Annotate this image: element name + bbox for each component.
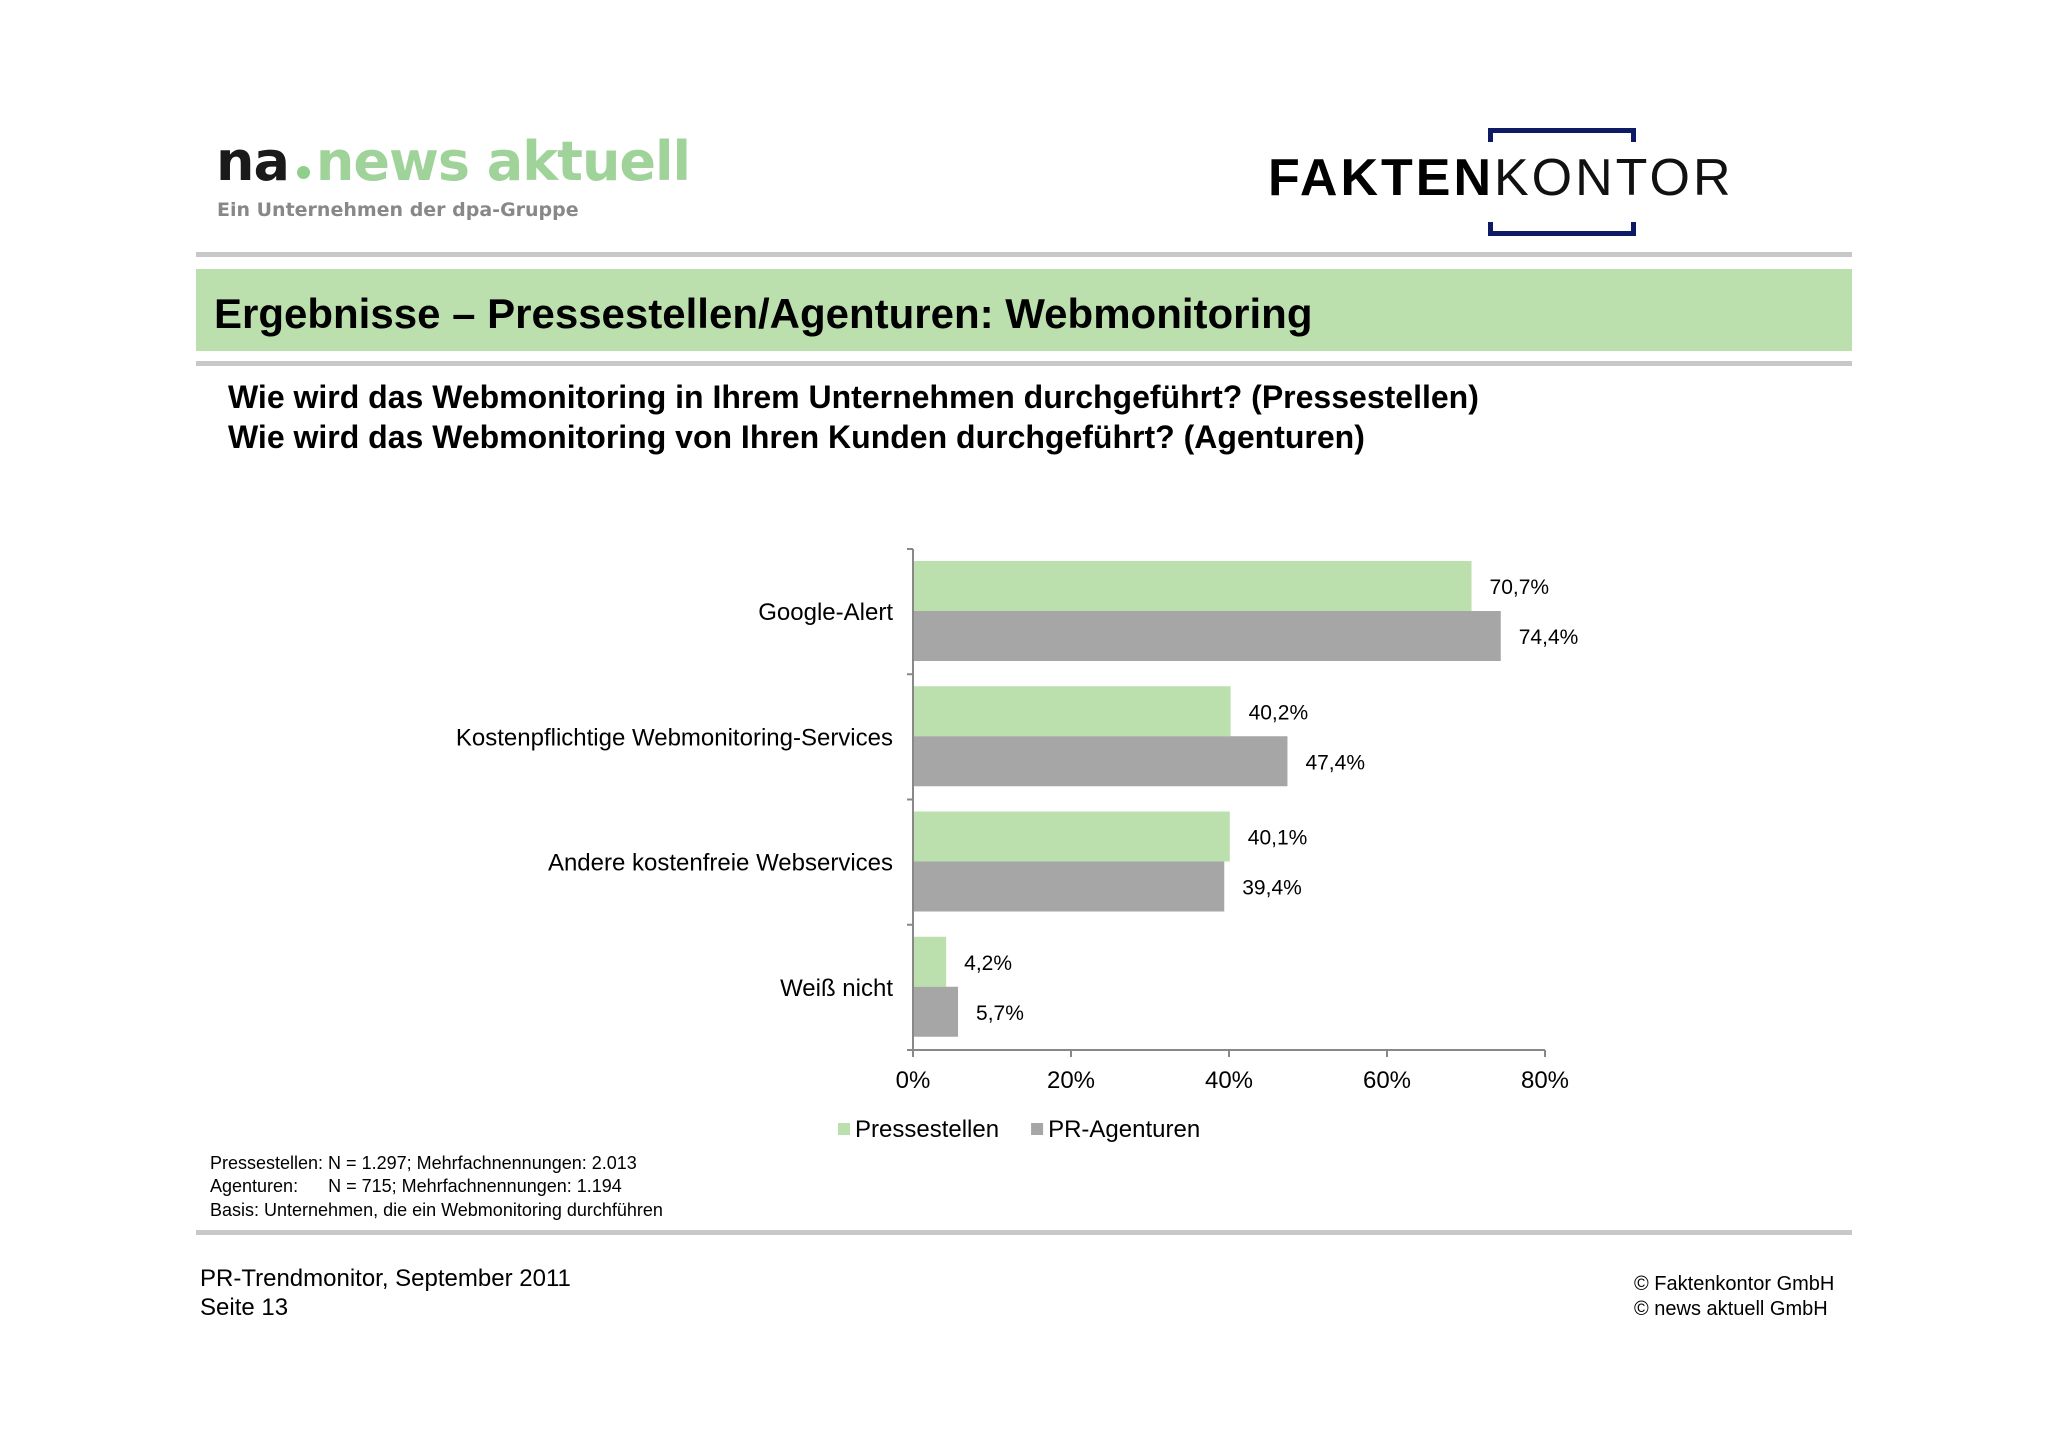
legend-swatch-1 bbox=[1031, 1123, 1044, 1135]
footer-copyright-faktenkontor: © Faktenkontor GmbH bbox=[1634, 1273, 1835, 1295]
logo-tagline: Ein Unternehmen der dpa-Gruppe bbox=[217, 199, 579, 221]
logo-na-name: news aktuell bbox=[315, 130, 691, 193]
legend-label-0: Pressestellen bbox=[855, 1116, 999, 1143]
data-label-1-0: 74,4% bbox=[1519, 626, 1579, 649]
bar-1-0 bbox=[913, 611, 1501, 661]
data-label-0-2: 40,1% bbox=[1248, 827, 1308, 850]
x-tick-label-3: 60% bbox=[1363, 1067, 1411, 1094]
bar-0-1 bbox=[913, 686, 1231, 737]
bar-1-3 bbox=[913, 986, 959, 1037]
category-label-1: Kostenpflichtige Webmonitoring-Services bbox=[456, 724, 893, 751]
title-rule bbox=[196, 361, 1852, 366]
slide-title: Ergebnisse – Pressestellen/Agenturen: We… bbox=[214, 290, 1313, 337]
note-basis: Basis: Unternehmen, die ein Webmonitorin… bbox=[210, 1200, 663, 1220]
logo-bracket-bottom bbox=[1488, 222, 1636, 236]
question-pressestellen: Wie wird das Webmonitoring in Ihrem Unte… bbox=[228, 379, 1479, 415]
x-tick-label-1: 20% bbox=[1047, 1067, 1095, 1094]
footer-source: PR-Trendmonitor, September 2011 bbox=[200, 1265, 571, 1292]
data-label-1-2: 39,4% bbox=[1242, 877, 1302, 900]
category-label-0: Google-Alert bbox=[758, 599, 893, 626]
faktenkontor-logo: FAKTENKONTOR bbox=[1268, 126, 1814, 238]
data-label-1-1: 47,4% bbox=[1305, 751, 1365, 774]
data-label-0-1: 40,2% bbox=[1249, 701, 1309, 724]
question-agenturen: Wie wird das Webmonitoring von Ihren Kun… bbox=[228, 419, 1365, 455]
bar-0-3 bbox=[913, 936, 947, 987]
logo-fk-light: KONTOR bbox=[1494, 149, 1734, 207]
note-pressestellen: Pressestellen: N = 1.297; Mehrfachnennun… bbox=[210, 1153, 637, 1173]
category-label-3: Weiß nicht bbox=[780, 975, 893, 1002]
x-tick-label-0: 0% bbox=[896, 1067, 931, 1094]
footer-page: Seite 13 bbox=[200, 1294, 289, 1321]
legend-label-1: PR-Agenturen bbox=[1048, 1116, 1200, 1143]
data-label-0-3: 4,2% bbox=[964, 952, 1012, 975]
x-tick-label-4: 80% bbox=[1521, 1067, 1569, 1094]
note-agenturen: Agenturen: N = 715; Mehrfachnennungen: 1… bbox=[210, 1176, 622, 1196]
logo-na-prefix: na bbox=[216, 130, 290, 193]
bar-0-0 bbox=[913, 561, 1472, 611]
header-rule bbox=[196, 252, 1852, 257]
logo-bracket-top bbox=[1488, 128, 1636, 142]
category-label-2: Andere kostenfreie Webservices bbox=[548, 850, 893, 877]
data-label-0-0: 70,7% bbox=[1490, 576, 1550, 599]
legend-swatch-0 bbox=[838, 1123, 850, 1135]
logo-dot-icon bbox=[296, 166, 310, 180]
bar-0-2 bbox=[913, 811, 1230, 862]
footer-copyright-newsaktuell: © news aktuell GmbH bbox=[1634, 1298, 1828, 1320]
logo-wordmark: FAKTENKONTOR bbox=[1268, 152, 1734, 204]
news-aktuell-logo: na news aktuell bbox=[216, 135, 691, 189]
data-label-1-3: 5,7% bbox=[976, 1002, 1024, 1025]
footer-rule bbox=[196, 1230, 1852, 1235]
bar-1-1 bbox=[913, 736, 1288, 787]
logo-fk-bold: FAKTEN bbox=[1268, 149, 1494, 207]
x-tick-label-2: 40% bbox=[1205, 1067, 1253, 1094]
title-band bbox=[196, 269, 1852, 351]
bar-1-2 bbox=[913, 861, 1225, 912]
